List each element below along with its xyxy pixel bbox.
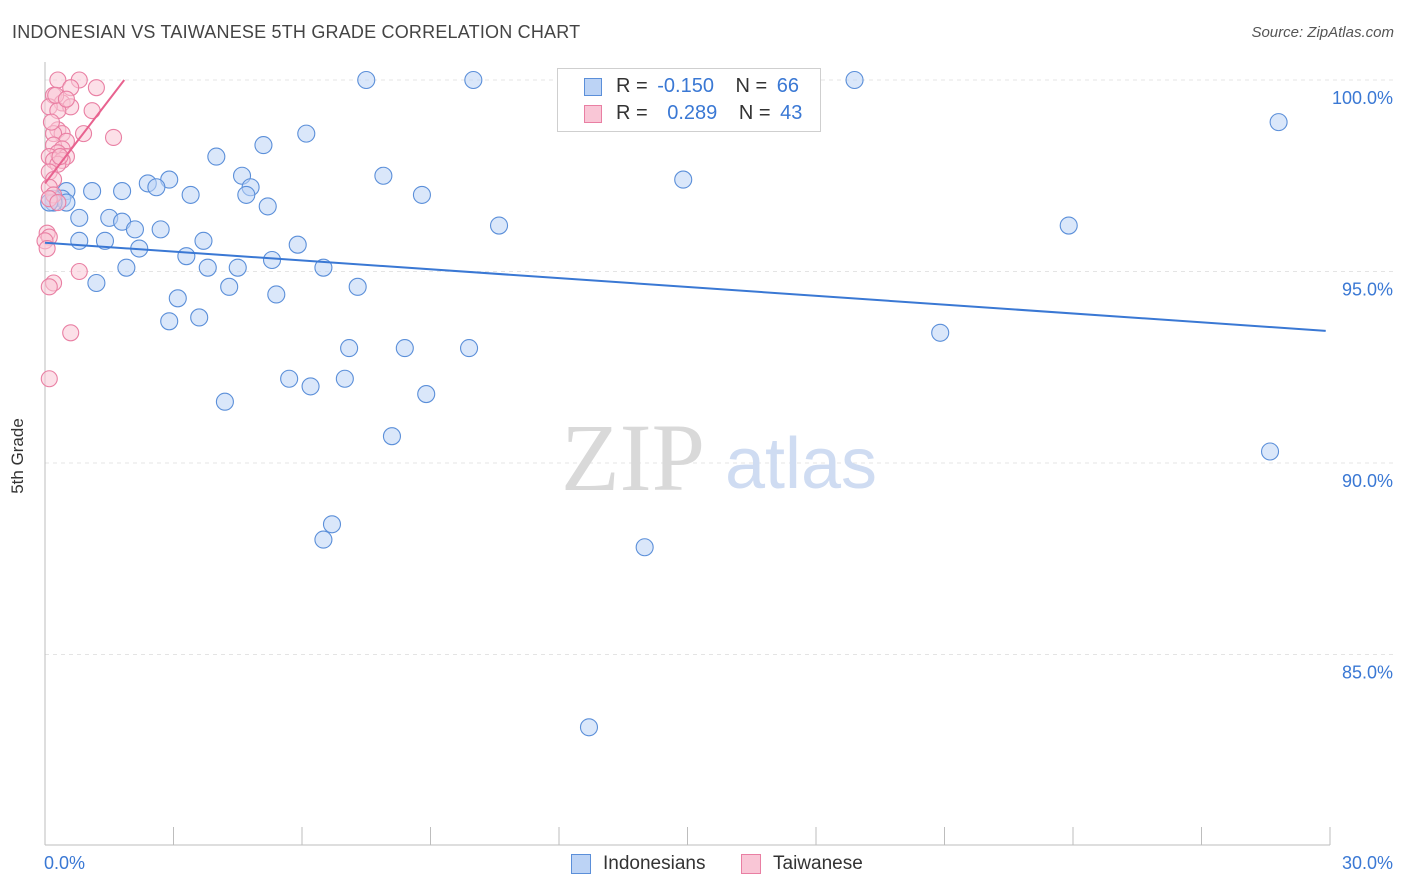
watermark-zip: ZIP	[561, 404, 705, 511]
point-taiwanese	[38, 239, 56, 258]
point-indonesians	[70, 208, 89, 227]
bottom-legend-label: Taiwanese	[773, 853, 863, 874]
point-indonesians	[70, 231, 89, 250]
y-tick-label: 85.0%	[1342, 663, 1393, 683]
point-indonesians	[288, 235, 307, 254]
point-indonesians	[635, 538, 654, 557]
point-indonesians	[228, 258, 247, 277]
x-tick-label: 0.0%	[44, 853, 85, 873]
point-indonesians	[258, 197, 277, 216]
legend-n-label: N =	[738, 102, 771, 124]
watermark-atlas: atlas	[725, 424, 877, 504]
legend-swatch-pink	[584, 105, 602, 123]
point-taiwanese	[70, 262, 88, 281]
point-indonesians	[117, 258, 136, 277]
point-indonesians	[579, 718, 599, 737]
point-taiwanese	[42, 113, 60, 131]
point-indonesians	[147, 178, 166, 197]
legend-n-value: 43	[780, 102, 803, 124]
source-label: Source: ZipAtlas.com	[1251, 24, 1394, 41]
trend-line-taiwanese	[44, 79, 126, 185]
point-indonesians	[87, 273, 106, 293]
y-tick-label: 95.0%	[1342, 280, 1393, 300]
trend-line-indonesians	[44, 241, 1326, 332]
legend-r-value: 0.289	[667, 102, 718, 124]
point-indonesians	[280, 369, 299, 388]
x-tick-label: 30.0%	[1342, 853, 1393, 873]
bottom-legend-swatch-blue	[571, 854, 591, 874]
point-indonesians	[1059, 216, 1078, 235]
legend-n-value: 66	[776, 75, 800, 97]
point-indonesians	[267, 285, 286, 304]
point-indonesians	[301, 377, 320, 396]
point-indonesians	[417, 385, 436, 404]
point-indonesians	[194, 231, 213, 250]
point-indonesians	[348, 277, 367, 296]
point-indonesians	[845, 70, 864, 90]
legend-swatch-blue	[584, 78, 602, 96]
point-indonesians	[168, 289, 187, 308]
point-indonesians	[297, 124, 316, 143]
point-indonesians	[674, 170, 693, 189]
legend-r-value: -0.150	[657, 75, 714, 97]
point-indonesians	[95, 231, 115, 250]
point-indonesians	[237, 185, 256, 204]
point-indonesians	[198, 258, 217, 277]
legend-n-label: N =	[735, 75, 768, 97]
point-indonesians	[335, 369, 354, 388]
point-indonesians	[215, 392, 234, 411]
point-indonesians	[207, 147, 226, 166]
gridlines	[45, 79, 1395, 655]
point-indonesians	[374, 166, 393, 185]
y-tick-label: 90.0%	[1342, 471, 1393, 491]
point-taiwanese	[62, 324, 80, 342]
point-indonesians	[1260, 442, 1280, 461]
point-indonesians	[412, 185, 431, 204]
point-indonesians	[931, 323, 950, 342]
series-taiwanese	[36, 71, 123, 388]
point-indonesians	[357, 70, 376, 90]
point-indonesians	[382, 427, 402, 446]
point-indonesians	[83, 182, 102, 201]
y-axis-label: 5th Grade	[8, 418, 27, 494]
point-indonesians	[125, 220, 144, 239]
point-indonesians	[322, 515, 342, 534]
point-indonesians	[489, 216, 509, 235]
point-indonesians	[190, 308, 209, 327]
point-indonesians	[340, 339, 359, 358]
legend-r-label: R =	[616, 75, 648, 97]
trend-lines	[44, 79, 1326, 332]
point-indonesians	[113, 182, 132, 201]
point-indonesians	[314, 530, 333, 549]
point-indonesians	[220, 277, 239, 296]
point-indonesians	[459, 339, 479, 358]
point-indonesians	[160, 312, 179, 331]
correlation-legend: R = -0.150 N = 66 R = 0.289 N = 43	[557, 68, 821, 132]
point-indonesians	[177, 247, 196, 266]
point-taiwanese	[49, 194, 67, 212]
tick-labels: 85.0% 90.0% 95.0% 100.0% 0.0% 30.0%	[44, 88, 1393, 873]
point-indonesians	[254, 136, 273, 155]
point-indonesians	[314, 258, 333, 277]
point-indonesians	[395, 339, 414, 358]
chart-title: INDONESIAN VS TAIWANESE 5TH GRADE CORREL…	[12, 22, 581, 42]
point-taiwanese	[57, 90, 75, 108]
bottom-legend-swatch-pink	[741, 854, 761, 874]
point-indonesians	[151, 220, 170, 239]
bottom-legend-label: Indonesians	[603, 853, 706, 874]
point-indonesians	[1269, 113, 1288, 132]
point-indonesians	[262, 250, 282, 270]
watermark: ZIP atlas	[561, 404, 877, 511]
point-taiwanese	[104, 128, 123, 146]
point-indonesians	[181, 185, 200, 204]
point-taiwanese	[40, 370, 58, 388]
legend-r-label: R =	[616, 102, 648, 124]
point-indonesians	[464, 70, 483, 90]
point-taiwanese	[87, 79, 105, 97]
point-taiwanese	[40, 278, 58, 296]
y-tick-label: 100.0%	[1332, 88, 1393, 108]
